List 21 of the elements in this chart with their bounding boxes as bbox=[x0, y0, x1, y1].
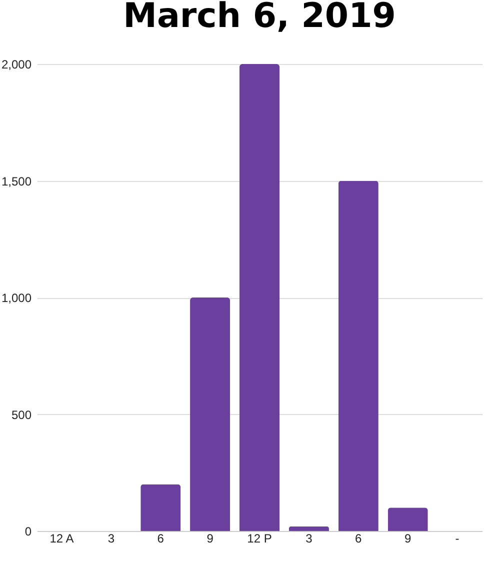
x-tick-label: - bbox=[455, 532, 460, 546]
x-tick-label: 9 bbox=[206, 532, 214, 546]
y-tick-label: 1,500 bbox=[1, 174, 32, 188]
y-tick-label: 1,000 bbox=[1, 291, 32, 305]
y-tick-label: 0 bbox=[24, 524, 32, 538]
y-tick-label: 2,000 bbox=[1, 58, 32, 72]
bar bbox=[388, 508, 428, 531]
bar bbox=[239, 64, 280, 531]
x-tick-label: 9 bbox=[404, 532, 412, 546]
x-tick-label: 3 bbox=[108, 532, 115, 546]
chart-title: March 6, 2019 bbox=[123, 0, 396, 36]
x-tick-label: 12 P bbox=[247, 532, 272, 546]
bar bbox=[140, 484, 181, 531]
bar bbox=[190, 298, 230, 531]
bar bbox=[338, 180, 378, 531]
x-tick-label: 6 bbox=[157, 532, 164, 546]
x-tick-label: 3 bbox=[306, 532, 313, 546]
bar bbox=[288, 526, 329, 531]
x-tick-label: 6 bbox=[355, 532, 362, 546]
x-tick-label: 12 A bbox=[50, 532, 74, 546]
y-tick-label: 500 bbox=[11, 408, 32, 422]
